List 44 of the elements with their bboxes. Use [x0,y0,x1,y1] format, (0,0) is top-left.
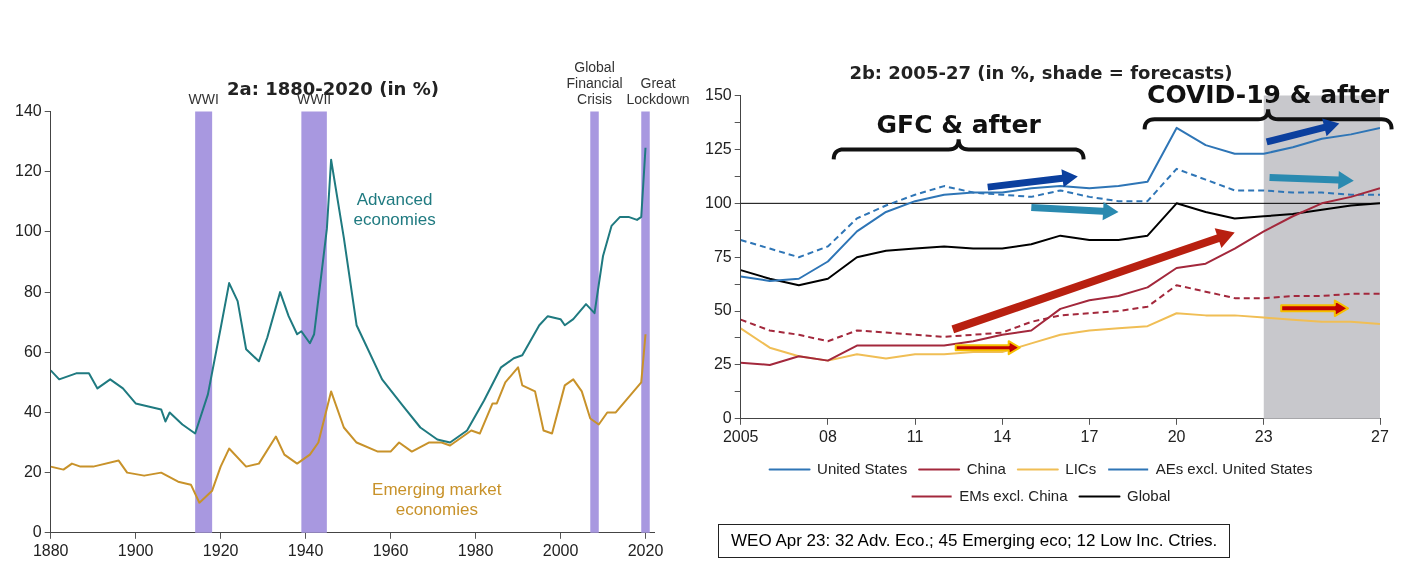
y-tick-label: 0 [32,523,42,541]
y-tick-label: 0 [722,409,732,427]
x-tick-label: 14 [993,427,1012,445]
legend-label: United States [817,459,908,477]
y-tick-label: 125 [704,139,732,157]
legend-label: Global [1127,486,1171,504]
x-tick-label: 23 [1254,427,1273,445]
y-tick-label: 75 [713,247,732,265]
x-tick-label: 2005 [722,427,759,445]
band-label: Global Financial Crisis [566,59,623,108]
legend-label: EMs excl. China [959,486,1069,504]
x-tick-label: 1980 [457,541,494,559]
y-tick-label: 60 [23,342,42,360]
y-tick-label: 120 [14,162,42,180]
x-tick-label: 08 [818,427,837,445]
series-label: Emerging market economies [372,480,502,520]
band-label: Great Lockdown [626,75,690,108]
y-tick-label: 100 [14,222,42,240]
x-tick-label: 1940 [287,541,324,559]
x-tick-label: 1880 [32,541,69,559]
x-tick-label: 2020 [627,541,664,559]
y-tick-label: 150 [704,86,732,104]
annotation: GFC & after [876,110,1042,140]
x-tick-label: 11 [906,427,924,445]
y-tick-label: 140 [14,102,42,120]
y-tick-label: 100 [704,193,732,211]
x-tick-label: 17 [1080,427,1099,445]
x-tick-label: 27 [1371,427,1389,445]
y-tick-label: 25 [713,355,732,373]
y-tick-label: 40 [23,402,42,420]
legend-label: AEs excl. United States [1155,459,1313,477]
x-tick-label: 2000 [542,541,579,559]
x-tick-label: 1960 [372,541,409,559]
y-tick-label: 80 [23,282,42,300]
y-tick-label: 50 [713,301,732,319]
legend-label: China [966,459,1007,477]
band-label: WWI [188,91,219,108]
x-tick-label: 1920 [202,541,239,559]
x-tick-label: 1900 [117,541,154,559]
series-label: Advanced economies [353,189,436,229]
text: WEO Apr 23: 32 Adv. Eco.; 45 Emerging eco; 12 Low Inc. Ctries. [718,524,1231,558]
y-tick-label: 20 [23,463,42,481]
legend-label: LICs [1065,459,1097,477]
x-tick-label: 20 [1167,427,1186,445]
